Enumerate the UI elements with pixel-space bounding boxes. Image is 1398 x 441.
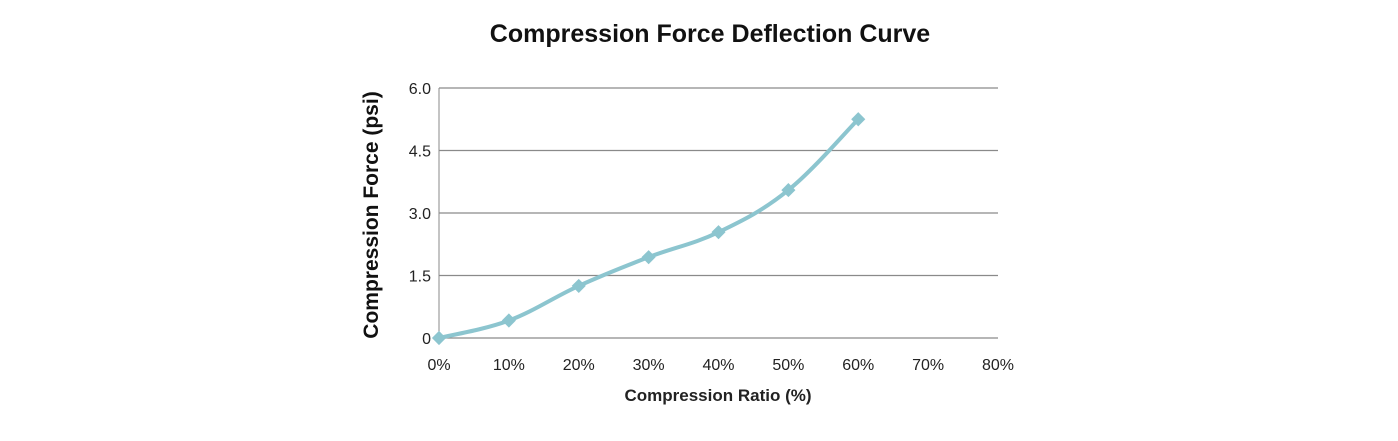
data-point-marker — [431, 330, 447, 346]
y-tick-label: 1.5 — [409, 269, 431, 286]
x-tick-label: 70% — [912, 357, 944, 374]
data-point-marker — [711, 225, 726, 240]
chart-panel — [330, 0, 1070, 441]
y-tick-label: 0 — [422, 331, 431, 348]
y-axis-label: Compression Force (psi) — [360, 91, 383, 338]
chart-title: Compression Force Deflection Curve — [490, 20, 930, 48]
data-point-marker — [641, 250, 656, 265]
x-tick-label: 10% — [493, 357, 525, 374]
x-tick-label: 60% — [842, 357, 874, 374]
x-axis-label: Compression Ratio (%) — [624, 386, 811, 405]
x-tick-label: 0% — [427, 357, 450, 374]
data-point-marker — [781, 183, 796, 198]
x-tick-label: 40% — [702, 357, 734, 374]
x-tick-label: 30% — [633, 357, 665, 374]
y-tick-label: 3.0 — [409, 206, 431, 223]
y-tick-label: 4.5 — [409, 144, 431, 161]
data-point-marker — [571, 278, 586, 293]
data-point-marker — [501, 313, 516, 328]
y-tick-label: 6.0 — [409, 81, 431, 98]
series-line — [438, 117, 860, 340]
x-tick-label: 20% — [563, 357, 595, 374]
x-tick-label: 80% — [982, 357, 1014, 374]
data-point-marker — [851, 112, 866, 127]
x-tick-label: 50% — [772, 357, 804, 374]
